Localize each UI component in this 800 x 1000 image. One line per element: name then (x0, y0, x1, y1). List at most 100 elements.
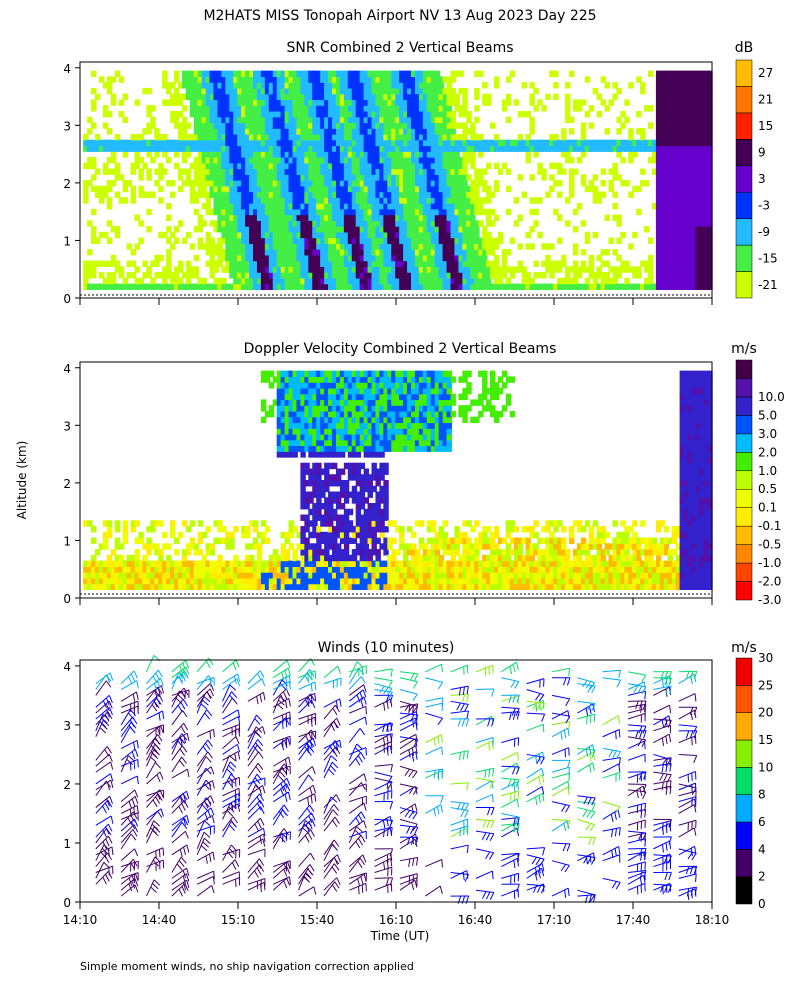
snr-cell (197, 105, 204, 112)
snr-cell (458, 145, 464, 152)
snr-cell (391, 254, 397, 262)
snr-cell (225, 133, 231, 141)
snr-cell (620, 260, 626, 267)
snr-cell (256, 87, 263, 95)
velocity-cell (328, 439, 334, 447)
snr-cell (308, 277, 314, 285)
velocity-cell (260, 520, 267, 527)
snr-cell (434, 145, 441, 152)
velocity-cell (201, 572, 208, 579)
snr-cell (691, 133, 697, 141)
snr-cell (663, 237, 670, 244)
snr-cell (170, 82, 176, 89)
snr-cell (695, 231, 701, 239)
snr-cell (288, 110, 294, 118)
snr-cell (363, 272, 370, 279)
snr-cell (343, 266, 350, 273)
snr-cell (245, 105, 251, 112)
velocity-cell (292, 433, 298, 441)
snr-cell (308, 249, 314, 256)
velocity-cell (312, 399, 318, 406)
velocity-cell (320, 393, 326, 401)
snr-cell (249, 185, 255, 193)
snr-cell (683, 243, 689, 250)
snr-cell (276, 122, 283, 129)
snr-cell (241, 185, 247, 193)
snr-cell (430, 168, 437, 175)
snr-cell (576, 156, 583, 164)
snr-cell (197, 226, 204, 233)
snr-cell (359, 208, 366, 216)
snr-cell (304, 243, 310, 250)
snr-cell (91, 156, 97, 164)
snr-cell (245, 156, 251, 164)
snr-cell (185, 139, 192, 147)
velocity-cell (162, 566, 168, 573)
snr-cell (359, 93, 366, 101)
snr-cell (691, 162, 697, 170)
snr-cell (304, 231, 310, 239)
snr-cell (272, 231, 279, 239)
snr-cell (395, 70, 401, 78)
snr-cell (691, 214, 697, 221)
snr-cell (426, 180, 433, 187)
velocity-cell (312, 554, 318, 562)
snr-cell (438, 220, 445, 227)
velocity-cell (185, 526, 192, 533)
snr-cell (671, 266, 678, 273)
velocity-cell (320, 583, 326, 591)
snr-cell (667, 122, 674, 129)
snr-cell (434, 122, 441, 129)
snr-cell (166, 254, 172, 262)
snr-cell (284, 128, 291, 135)
snr-cell (470, 139, 476, 147)
snr-cell (561, 128, 567, 135)
snr-cell (280, 151, 287, 158)
snr-cell (138, 168, 144, 175)
snr-cell (517, 214, 524, 221)
snr-cell (324, 231, 330, 239)
snr-cell (335, 116, 342, 124)
snr-cell (640, 87, 646, 95)
snr-cell (375, 70, 381, 78)
snr-cell (233, 93, 239, 101)
snr-cell (245, 128, 251, 135)
snr-cell (414, 249, 421, 256)
snr-cell (158, 197, 164, 204)
velocity-cell (320, 531, 326, 539)
snr-cell (438, 266, 445, 273)
snr-cell (442, 174, 449, 181)
snr-cell (249, 214, 255, 221)
snr-cell (679, 197, 686, 204)
snr-cell (426, 133, 433, 141)
velocity-cell (339, 537, 346, 544)
snr-cell (371, 99, 377, 106)
snr-cell (703, 191, 709, 198)
snr-cell (493, 145, 500, 152)
snr-cell (347, 243, 354, 250)
velocity-cell (268, 583, 275, 591)
snr-cell (557, 162, 563, 170)
snr-cell (707, 220, 713, 227)
snr-cell (328, 174, 334, 181)
snr-cell (264, 76, 271, 83)
snr-cell (328, 76, 334, 83)
snr-cell (426, 254, 433, 262)
snr-cell (272, 208, 279, 216)
snr-cell (474, 254, 480, 262)
snr-cell (221, 76, 227, 83)
snr-cell (339, 180, 346, 187)
velocity-cell (106, 566, 113, 573)
snr-cell (375, 283, 381, 291)
snr-cell (95, 168, 101, 175)
snr-cell (691, 254, 697, 262)
snr-cell (450, 99, 456, 106)
snr-cell (225, 145, 231, 152)
velocity-cell (170, 560, 176, 567)
snr-cell (486, 93, 492, 101)
snr-cell (667, 203, 674, 210)
snr-cell (347, 260, 354, 267)
snr-cell (450, 185, 456, 193)
velocity-cell (296, 416, 302, 424)
snr-cell (403, 82, 409, 89)
